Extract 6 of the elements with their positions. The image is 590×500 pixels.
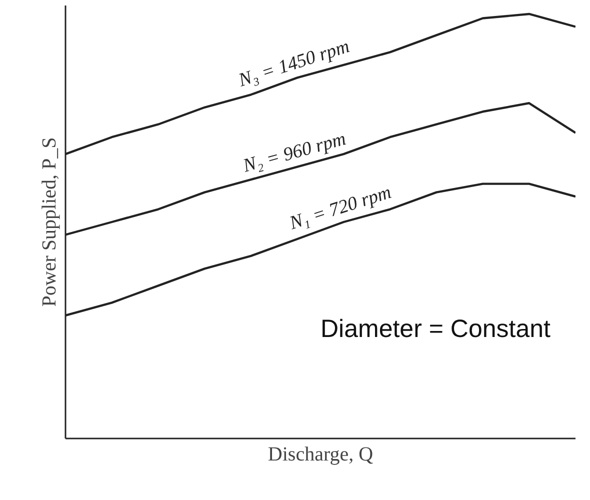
x-axis-title: Discharge, Q bbox=[268, 444, 374, 466]
y-axis-title: Power Supplied, P_S bbox=[38, 137, 60, 307]
annotation: Diameter = Constant bbox=[320, 315, 551, 344]
text: N₁ = 720 rpm bbox=[286, 182, 394, 234]
text: N₂ = 960 rpm bbox=[240, 128, 348, 178]
text: N₃ = 1450 rpm bbox=[235, 36, 352, 92]
